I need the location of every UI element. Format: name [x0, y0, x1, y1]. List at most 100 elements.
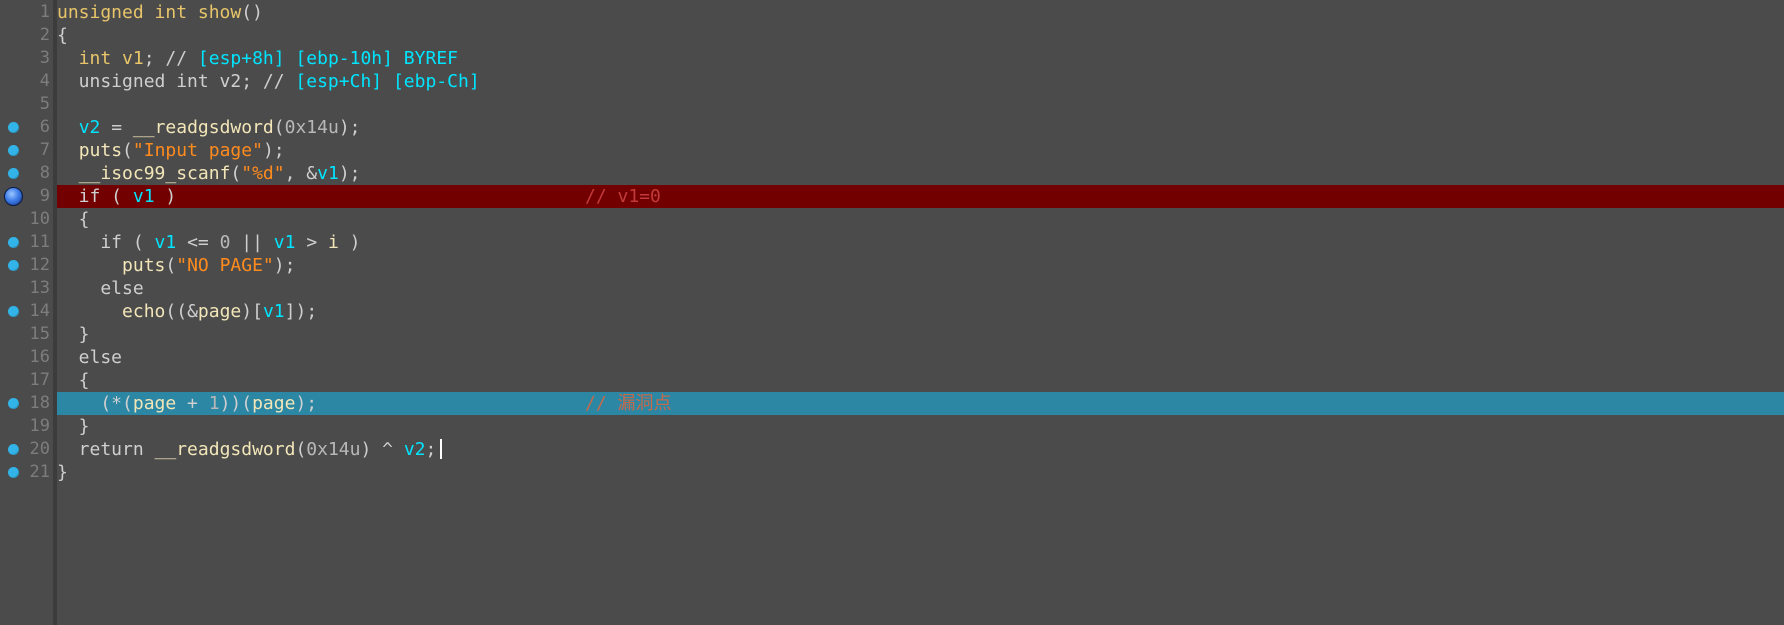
code-line[interactable]: 10 { [0, 208, 1784, 231]
code-token: page [132, 393, 177, 414]
code-token [57, 140, 79, 161]
code-line[interactable]: 13 else [0, 277, 1784, 300]
line-number: 16 [29, 347, 50, 367]
breakpoint-icon[interactable] [8, 398, 19, 409]
code-token: ); [273, 255, 296, 276]
code-text[interactable]: v2 = __readgsdword(0x14u); [57, 116, 361, 139]
code-text[interactable]: unsigned int show() [57, 1, 263, 24]
code-token: ) [338, 232, 361, 253]
breakpoint-icon[interactable] [8, 145, 19, 156]
code-text[interactable]: } [57, 415, 90, 438]
code-line-highlighted[interactable]: 9 if ( v1 ) // v1=0 [0, 185, 1784, 208]
code-line[interactable]: 5 [0, 93, 1784, 116]
breakpoint-icon[interactable] [8, 467, 19, 478]
code-token: { [57, 25, 68, 46]
code-token: v1 [317, 163, 339, 184]
code-text[interactable]: return __readgsdword(0x14u) ^ v2; [57, 438, 443, 461]
code-token: || [230, 232, 274, 253]
breakpoint-icon[interactable] [8, 168, 19, 179]
code-text[interactable]: } [57, 461, 68, 484]
code-line[interactable]: 6 v2 = __readgsdword(0x14u); [0, 116, 1784, 139]
code-token: , & [284, 163, 318, 184]
code-line[interactable]: 12 puts("NO PAGE"); [0, 254, 1784, 277]
code-token: __isoc99_scanf [78, 163, 231, 184]
code-line[interactable]: 16 else [0, 346, 1784, 369]
code-token: i [328, 232, 339, 253]
line-number: 11 [29, 232, 50, 252]
code-token: ( [122, 140, 133, 161]
code-token: ]); [284, 301, 318, 322]
code-token: ); [338, 163, 361, 184]
code-token: 0x14u [306, 439, 361, 460]
code-token: ( [230, 163, 242, 184]
code-text[interactable]: { [57, 369, 90, 392]
breakpoint-icon[interactable] [8, 122, 19, 133]
code-line[interactable]: 15 } [0, 323, 1784, 346]
code-text[interactable]: puts("NO PAGE"); [57, 254, 295, 277]
code-text[interactable]: else [57, 346, 122, 369]
code-text[interactable]: if ( v1 <= 0 || v1 > i ) [57, 231, 361, 254]
code-text[interactable]: { [57, 24, 68, 47]
code-lines: 1 unsigned int show() 2{3 int v1; // [esp+… [0, 1, 1784, 484]
code-line-highlighted[interactable]: 18 (*(page + 1))(page);// 漏洞点 [0, 392, 1784, 415]
line-number: 2 [39, 25, 50, 45]
code-token: ( [165, 255, 177, 276]
breakpoint-icon[interactable] [8, 444, 19, 455]
code-token: = [100, 117, 133, 138]
code-text[interactable]: } [57, 323, 90, 346]
code-line[interactable]: 21} [0, 461, 1784, 484]
code-token: <= [176, 232, 220, 253]
code-token: v2 [403, 439, 426, 460]
code-text[interactable]: echo((&page)[v1]); [57, 300, 317, 323]
code-line[interactable]: 17 { [0, 369, 1784, 392]
code-text[interactable]: __isoc99_scanf("%d", &v1); [57, 162, 361, 185]
code-line[interactable]: 2{ [0, 24, 1784, 47]
code-text[interactable]: if ( v1 ) [57, 185, 177, 208]
breakpoint-icon[interactable] [8, 306, 19, 317]
code-token: 1 [208, 393, 220, 414]
code-token [57, 117, 79, 138]
code-token: ))( [219, 393, 253, 414]
code-line[interactable]: 3 int v1; // [esp+8h] [ebp-10h] BYREF [0, 47, 1784, 70]
code-text[interactable]: unsigned int v2; // [esp+Ch] [ebp-Ch] [57, 70, 480, 93]
code-token: v1 [262, 301, 285, 322]
breakpoint-icon[interactable] [8, 260, 19, 271]
code-token: { [57, 209, 90, 230]
code-text[interactable]: int v1; // [esp+8h] [ebp-10h] BYREF [57, 47, 458, 70]
line-number: 7 [39, 140, 50, 160]
line-number: 14 [29, 301, 50, 321]
code-line[interactable]: 1 unsigned int show() [0, 1, 1784, 24]
code-token [57, 255, 122, 276]
code-token: (*( [57, 393, 133, 414]
code-token: puts [78, 140, 123, 161]
code-token: ((& [165, 301, 198, 322]
code-token: page [252, 393, 296, 414]
code-token: ); [295, 393, 318, 414]
gutter-divider [53, 0, 57, 625]
current-breakpoint-icon[interactable] [4, 187, 23, 206]
code-text[interactable]: (*(page + 1))(page); [57, 392, 317, 415]
line-number: 8 [39, 163, 50, 183]
code-text[interactable]: else [57, 277, 144, 300]
code-comment: // v1=0 [585, 186, 661, 207]
line-number: 19 [29, 416, 50, 436]
code-line[interactable]: 14 echo((&page)[v1]); [0, 300, 1784, 323]
code-token: else [57, 278, 144, 299]
code-text[interactable]: { [57, 208, 90, 231]
line-number: 15 [29, 324, 50, 344]
code-comment: // 漏洞点 [585, 393, 672, 414]
code-line[interactable]: 11 if ( v1 <= 0 || v1 > i ) [0, 231, 1784, 254]
code-line[interactable]: 7 puts("Input page"); [0, 139, 1784, 162]
code-text[interactable]: puts("Input page"); [57, 139, 285, 162]
code-line[interactable]: 4 unsigned int v2; // [esp+Ch] [ebp-Ch] [0, 70, 1784, 93]
code-token: int [57, 48, 123, 69]
code-token: unsigned int show [57, 2, 242, 23]
code-line[interactable]: 19 } [0, 415, 1784, 438]
code-token: > [295, 232, 328, 253]
code-line[interactable]: 20 return __readgsdword(0x14u) ^ v2; [0, 438, 1784, 461]
code-line[interactable]: 8 __isoc99_scanf("%d", &v1); [0, 162, 1784, 185]
code-token: ); [262, 140, 285, 161]
breakpoint-icon[interactable] [8, 237, 19, 248]
code-token [57, 301, 122, 322]
